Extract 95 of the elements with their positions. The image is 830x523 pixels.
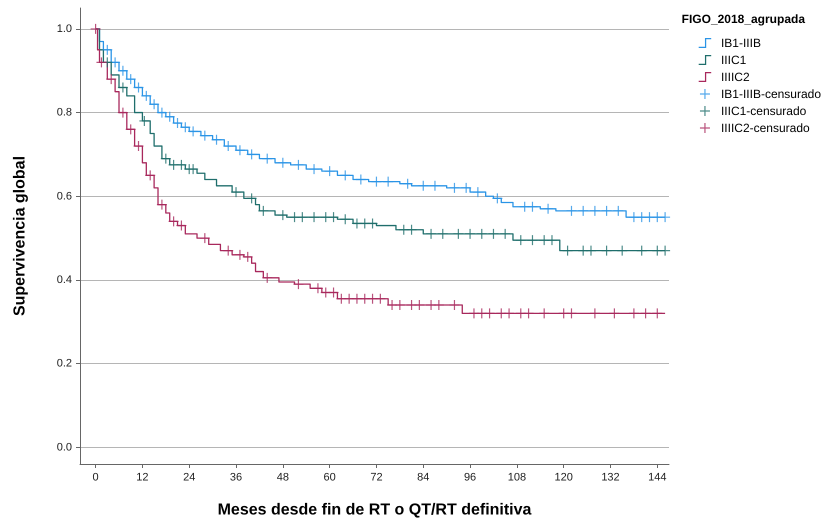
point	[430, 180, 440, 191]
point	[164, 112, 175, 122]
point	[246, 193, 257, 204]
point	[200, 130, 210, 141]
point	[324, 166, 335, 176]
y-tick-label: 0.2	[56, 358, 72, 370]
point	[546, 235, 557, 246]
point	[476, 228, 487, 239]
point	[492, 193, 502, 204]
point	[527, 235, 538, 246]
point	[126, 74, 136, 84]
point	[406, 224, 417, 235]
x-tick-label: 96	[464, 472, 476, 484]
point	[500, 228, 510, 239]
point	[309, 212, 320, 222]
point	[375, 294, 386, 304]
point	[212, 134, 222, 145]
point	[234, 145, 245, 156]
point	[278, 158, 288, 168]
point	[141, 90, 152, 101]
point	[312, 283, 323, 294]
x-tick-label: 0	[92, 472, 99, 484]
point	[360, 294, 370, 304]
point	[258, 206, 268, 216]
legend-label: IIIIC2-censurado	[720, 121, 810, 135]
point	[180, 122, 190, 132]
x-axis-title: Meses desde fin de RT o QT/RT definitiva	[218, 502, 532, 518]
point	[527, 202, 538, 212]
x-tick-label: 144	[648, 472, 666, 484]
x-tick-label: 120	[554, 472, 573, 484]
y-tick-label: 0.6	[56, 190, 72, 202]
point	[660, 212, 670, 222]
point	[613, 206, 624, 216]
x-tick-label: 84	[417, 472, 430, 484]
point	[145, 170, 156, 180]
point	[539, 308, 550, 318]
point	[126, 124, 136, 134]
point	[149, 99, 160, 110]
point	[617, 246, 628, 256]
point	[402, 178, 413, 189]
y-tick-label: 0.4	[56, 274, 72, 286]
point	[340, 170, 350, 180]
point	[278, 210, 288, 220]
point	[262, 272, 272, 283]
point	[234, 250, 245, 260]
legend-label: IB1-IIIB	[720, 36, 761, 50]
legend-label: IIIIC2	[720, 70, 750, 84]
point	[223, 141, 234, 152]
point	[578, 206, 588, 216]
legend-label: IIIC1-censurado	[720, 104, 807, 118]
point	[652, 308, 662, 318]
point	[516, 235, 526, 246]
x-tick-label: 36	[230, 472, 242, 484]
x-tick-label: 72	[370, 472, 383, 484]
point	[356, 174, 366, 185]
x-tick-label: 24	[183, 472, 196, 484]
point	[340, 214, 350, 224]
point	[200, 233, 210, 244]
point	[336, 294, 346, 304]
point	[578, 246, 588, 256]
x-tick-label: 132	[601, 472, 620, 484]
x-tick-label: 60	[324, 472, 336, 484]
point	[262, 154, 272, 164]
point	[636, 246, 647, 256]
point	[636, 212, 647, 222]
point	[297, 212, 308, 222]
point	[102, 44, 112, 55]
point	[106, 74, 116, 84]
x-tick-label: 48	[276, 472, 289, 484]
point	[242, 252, 253, 262]
x-tick-label: 12	[136, 472, 149, 484]
point	[320, 287, 331, 298]
point	[328, 212, 339, 222]
point	[160, 154, 171, 164]
point	[418, 180, 428, 191]
point	[223, 246, 234, 256]
y-axis-title: Supervivencia global	[12, 156, 28, 316]
point	[383, 176, 394, 187]
point	[558, 308, 569, 318]
point	[461, 182, 472, 193]
legend-label: IB1-IIIB-censurado	[720, 87, 822, 101]
point	[320, 212, 331, 222]
y-tick-label: 0.0	[56, 441, 72, 454]
point	[398, 224, 409, 235]
y-tick-label: 0.8	[56, 106, 72, 119]
point	[118, 66, 128, 76]
legend-title: FIGO_2018_agrupada	[682, 12, 806, 26]
y-tick-label: 1.0	[56, 22, 72, 35]
legend-label: IIIC1	[720, 53, 747, 67]
x-tick-label: 108	[508, 472, 526, 484]
point	[652, 212, 662, 222]
point	[438, 228, 448, 239]
point	[539, 235, 550, 246]
point	[520, 202, 530, 212]
point	[543, 204, 554, 214]
